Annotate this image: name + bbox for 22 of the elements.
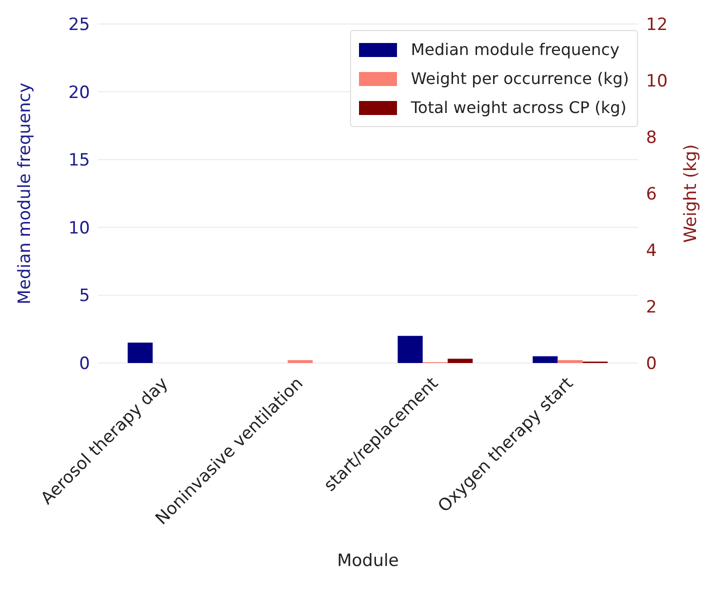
- legend-label: Weight per occurrence (kg): [410, 68, 629, 90]
- legend-label: Total weight across CP (kg): [410, 97, 627, 119]
- y-tick-label: 10: [68, 218, 90, 238]
- legend-label: Median module frequency: [410, 39, 620, 61]
- bar: [532, 356, 558, 363]
- bar: [128, 342, 153, 363]
- y2-tick-label: 0: [646, 354, 657, 374]
- y2-tick-label: 10: [646, 72, 668, 92]
- y2-axis-title: Weight (kg): [681, 144, 702, 243]
- y2-tick-label: 12: [646, 15, 668, 36]
- x-axis-title: Module: [337, 551, 399, 571]
- y-tick-label: 20: [68, 82, 90, 103]
- y-tick-label: 0: [79, 354, 90, 374]
- y-tick-label: 25: [68, 15, 90, 36]
- y-tick-label: 5: [79, 286, 90, 306]
- y2-tick-label: 6: [646, 184, 657, 205]
- y2-tick-label: 4: [646, 241, 657, 262]
- y2-tick-label: 2: [646, 298, 657, 318]
- bar: [398, 336, 423, 363]
- y-tick-label: 15: [68, 150, 90, 171]
- y-axis-title: Median module frequency: [15, 82, 36, 304]
- y2-tick-label: 8: [646, 128, 657, 148]
